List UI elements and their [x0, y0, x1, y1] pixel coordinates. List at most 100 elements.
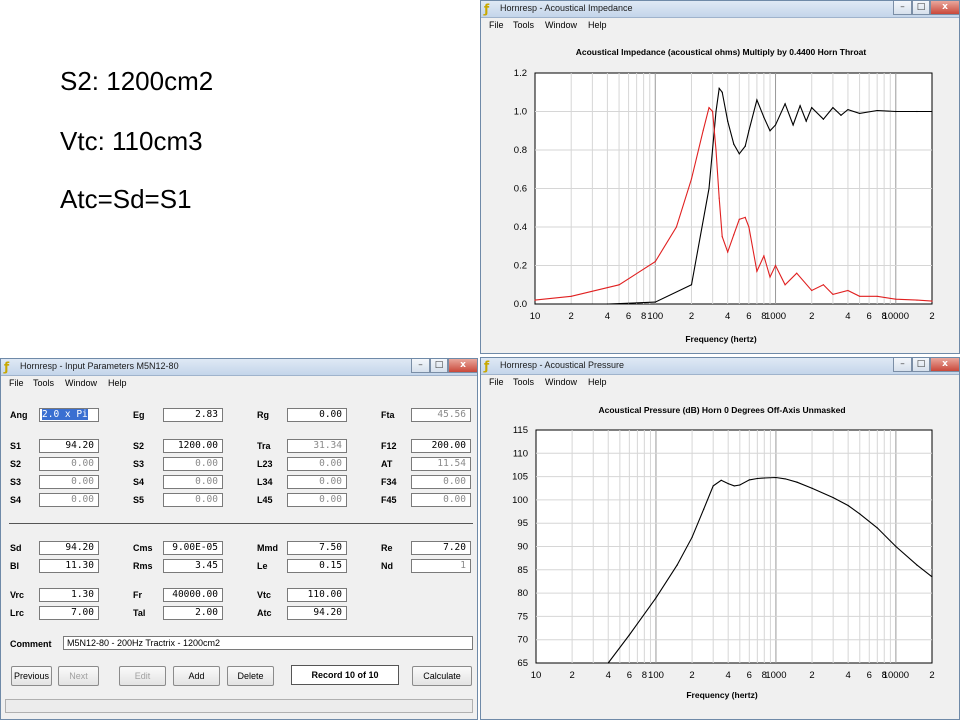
param-label-lrc: Lrc — [10, 608, 25, 618]
param-field-f12[interactable]: 200.00 — [411, 439, 471, 453]
series-point-1 — [654, 261, 656, 263]
series-point-0 — [796, 481, 798, 483]
param-field-cms[interactable]: 9.00E-05 — [163, 541, 223, 555]
series-point-0 — [822, 118, 824, 120]
menu-help[interactable]: Help — [108, 378, 127, 388]
param-field-s4[interactable]: 0.00 — [163, 475, 223, 489]
x-tick-label: 6 — [867, 670, 872, 681]
minimize-button[interactable]: – — [893, 1, 912, 15]
param-field-rg[interactable]: 0.00 — [287, 408, 347, 422]
menu-window[interactable]: Window — [545, 20, 578, 30]
menu-window[interactable]: Window — [545, 377, 578, 387]
minimize-button[interactable]: – — [411, 359, 430, 373]
param-field-fr[interactable]: 40000.00 — [163, 588, 223, 602]
param-field-l23[interactable]: 0.00 — [287, 457, 347, 471]
param-field-s5[interactable]: 0.00 — [163, 493, 223, 507]
series-point-0 — [708, 187, 710, 190]
x-tick-label: 4 — [845, 311, 850, 322]
title-bar[interactable]: ƒ Hornresp - Acoustical Pressure – □ x — [481, 358, 959, 375]
x-tick-label: 2 — [809, 670, 814, 681]
param-field-vrc[interactable]: 1.30 — [39, 588, 99, 602]
param-field-mmd[interactable]: 7.50 — [287, 541, 347, 555]
series-point-0 — [715, 110, 717, 113]
series-point-0 — [895, 545, 897, 548]
param-field-tal[interactable]: 2.00 — [163, 606, 223, 620]
series-point-1 — [675, 226, 678, 228]
param-field-s1[interactable]: 94.20 — [39, 439, 99, 453]
slide-note-atc: Atc=Sd=S1 — [60, 184, 192, 214]
title-bar[interactable]: ƒ Hornresp - Acoustical Impedance – □ x — [481, 1, 959, 18]
chart-title: Acoustical Impedance (acoustical ohms) M… — [575, 47, 867, 57]
param-field-atc[interactable]: 94.20 — [287, 606, 347, 620]
param-field-l34[interactable]: 0.00 — [287, 475, 347, 489]
series-point-0 — [727, 482, 729, 485]
param-label-tra: Tra — [257, 441, 271, 451]
x-tick-label: 8 — [882, 670, 887, 681]
title-bar[interactable]: ƒ Hornresp - Input Parameters M5N12-80 –… — [1, 359, 477, 376]
close-button[interactable]: x — [930, 358, 959, 372]
delete-button[interactable]: Delete — [227, 666, 274, 686]
previous-button[interactable]: Previous — [11, 666, 52, 686]
menu-tools[interactable]: Tools — [513, 377, 535, 387]
param-label-s2: S2 — [133, 441, 145, 451]
x-tick-label: 2 — [809, 311, 814, 322]
menu-tools[interactable]: Tools — [513, 20, 535, 30]
param-field-f45[interactable]: 0.00 — [411, 493, 471, 507]
x-tick-label: 1000 — [765, 311, 786, 322]
series-point-0 — [763, 477, 765, 479]
param-field-fta[interactable]: 45.56 — [411, 408, 471, 422]
series-point-0 — [775, 476, 777, 479]
param-field-tra[interactable]: 31.34 — [287, 439, 347, 453]
param-field-s2[interactable]: 0.00 — [39, 457, 99, 471]
add-button[interactable]: Add — [173, 666, 220, 686]
comment-field[interactable]: M5N12-80 - 200Hz Tractrix - 1200cm2 — [63, 636, 473, 650]
close-button[interactable]: x — [930, 1, 959, 15]
next-button[interactable]: Next — [58, 666, 99, 686]
maximize-button[interactable]: □ — [912, 1, 930, 15]
menu-help[interactable]: Help — [588, 20, 607, 30]
series-point-1 — [715, 149, 717, 151]
param-field-s3[interactable]: 0.00 — [39, 475, 99, 489]
menu-window[interactable]: Window — [65, 378, 98, 388]
param-field-s3[interactable]: 0.00 — [163, 457, 223, 471]
maximize-button[interactable]: □ — [912, 358, 930, 372]
maximize-button[interactable]: □ — [430, 359, 448, 373]
slide-note-s2: S2: 1200cm2 — [60, 66, 214, 96]
x-tick-label: 100 — [647, 311, 663, 322]
param-field-f34[interactable]: 0.00 — [411, 475, 471, 489]
menu-help[interactable]: Help — [588, 377, 607, 387]
param-field-re[interactable]: 7.20 — [411, 541, 471, 555]
series-point-1 — [769, 276, 771, 278]
comment-label: Comment — [10, 639, 52, 649]
series-point-1 — [895, 298, 897, 300]
calculate-button[interactable]: Calculate — [412, 666, 472, 686]
slide-note-vtc: Vtc: 110cm3 — [60, 126, 203, 156]
series-point-0 — [756, 477, 758, 480]
param-field-bl[interactable]: 11.30 — [39, 559, 99, 573]
param-field-sd[interactable]: 94.20 — [39, 541, 99, 555]
param-field-le[interactable]: 0.15 — [287, 559, 347, 573]
param-field-ang[interactable]: 2.0 x Pi — [39, 408, 99, 422]
close-button[interactable]: x — [448, 359, 477, 373]
series-point-0 — [840, 114, 842, 116]
param-field-s2[interactable]: 1200.00 — [163, 439, 223, 453]
menu-file[interactable]: File — [9, 378, 24, 388]
param-field-nd[interactable]: 1 — [411, 559, 471, 573]
param-field-lrc[interactable]: 7.00 — [39, 606, 99, 620]
minimize-button[interactable]: – — [893, 358, 912, 372]
param-field-vtc[interactable]: 110.00 — [287, 588, 347, 602]
menu-file[interactable]: File — [489, 377, 504, 387]
x-tick-label: 2 — [929, 311, 934, 322]
menu-tools[interactable]: Tools — [33, 378, 55, 388]
x-tick-label: 4 — [605, 311, 610, 322]
series-point-0 — [739, 484, 741, 486]
param-field-at[interactable]: 11.54 — [411, 457, 471, 471]
param-field-s4[interactable]: 0.00 — [39, 493, 99, 507]
edit-button[interactable]: Edit — [119, 666, 166, 686]
menu-file[interactable]: File — [489, 20, 504, 30]
param-field-rms[interactable]: 3.45 — [163, 559, 223, 573]
window-title: Hornresp - Input Parameters M5N12-80 — [20, 361, 179, 371]
param-field-l45[interactable]: 0.00 — [287, 493, 347, 507]
param-field-eg[interactable]: 2.83 — [163, 408, 223, 422]
